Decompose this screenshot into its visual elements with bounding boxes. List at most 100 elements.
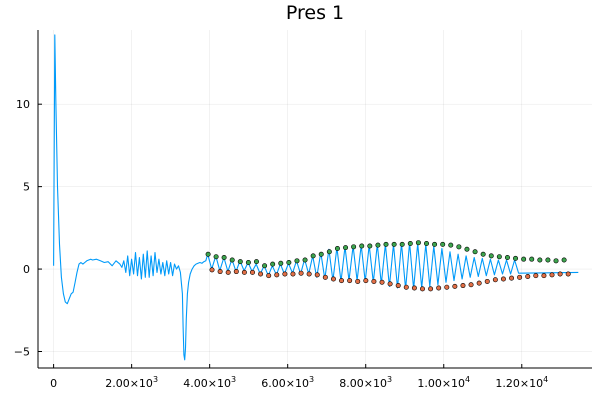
peak-marker <box>253 259 259 265</box>
y-ticks: −5 0 5 10 <box>14 98 42 359</box>
x-tick-label: 0 <box>50 377 57 390</box>
trough-marker <box>371 278 377 284</box>
trough-marker <box>258 271 264 277</box>
peak-marker <box>343 245 349 251</box>
peak-marker <box>326 249 332 255</box>
trough-marker <box>549 272 555 278</box>
trough-marker <box>395 283 401 289</box>
trough-marker <box>444 284 450 290</box>
trough-marker <box>241 269 247 275</box>
peak-marker <box>440 241 446 247</box>
trough-marker <box>209 267 215 273</box>
peak-marker <box>262 263 268 269</box>
trough-marker <box>452 283 458 289</box>
trough-marker <box>217 269 223 275</box>
peak-marker <box>375 242 381 248</box>
peak-marker <box>245 259 251 265</box>
trough-marker <box>314 272 320 278</box>
y-tick-label: −5 <box>14 346 30 359</box>
trough-marker <box>387 281 393 287</box>
trough-marker <box>476 280 482 286</box>
trough-marker <box>525 273 531 279</box>
trough-marker <box>306 271 312 277</box>
x-tick-label: 4.00×103 <box>183 375 236 390</box>
trough-marker <box>484 278 490 284</box>
peak-marker <box>464 246 470 252</box>
peak-marker <box>529 256 535 262</box>
trough-marker <box>298 270 304 276</box>
peak-marker <box>351 244 357 250</box>
peak-marker <box>367 243 373 249</box>
peak-marker <box>561 257 567 263</box>
trough-marker <box>274 272 280 278</box>
trough-marker <box>355 278 361 284</box>
y-tick-label: 10 <box>16 98 30 111</box>
series <box>53 34 579 361</box>
trough-marker <box>541 273 547 279</box>
trough-marker <box>266 273 272 279</box>
x-tick-label: 8.00×103 <box>339 375 392 390</box>
peak-marker <box>472 249 478 255</box>
peak-marker <box>302 257 308 263</box>
peak-marker <box>205 251 211 257</box>
series-line <box>53 34 579 361</box>
trough-marker <box>249 269 255 275</box>
trough-marker <box>500 276 506 282</box>
trough-marker <box>565 271 571 277</box>
peak-marker <box>237 259 243 265</box>
trough-marker <box>322 274 328 280</box>
peak-marker <box>504 255 510 261</box>
chart-title: Pres 1 <box>286 2 344 24</box>
peak-marker <box>229 257 235 263</box>
trough-marker <box>330 276 336 282</box>
trough-marker <box>517 274 523 280</box>
trough-marker <box>460 283 466 289</box>
x-tick-label: 1.00×104 <box>417 375 470 390</box>
peak-marker <box>424 241 430 247</box>
peak-marker <box>496 254 502 260</box>
trough-marker <box>363 278 369 284</box>
trough-marker <box>233 269 239 275</box>
trough-marker <box>436 285 442 291</box>
trough-marker <box>403 284 409 290</box>
peak-marker <box>399 241 405 247</box>
peak-marker <box>448 242 454 248</box>
trough-marker <box>419 286 425 292</box>
x-tick-label: 2.00×103 <box>105 375 158 390</box>
peak-marker <box>456 244 462 250</box>
peak-marker <box>553 258 559 264</box>
peak-marker <box>513 255 519 261</box>
peak-marker <box>488 253 494 259</box>
grid <box>38 30 592 368</box>
trough-marker <box>282 271 288 277</box>
peak-marker <box>480 251 486 257</box>
trough-marker <box>557 271 563 277</box>
peak-marker <box>221 255 227 261</box>
peak-marker <box>391 241 397 247</box>
peak-marker <box>359 243 365 249</box>
axes <box>37 30 592 369</box>
peak-marker <box>213 254 219 260</box>
trough-marker <box>533 273 539 279</box>
peak-marker <box>270 261 276 267</box>
peak-marker <box>432 241 438 247</box>
trough-marker <box>347 278 353 284</box>
peak-marker <box>294 258 300 264</box>
peak-marker <box>310 253 316 259</box>
x-ticks: 0 2.00×103 4.00×103 6.00×103 8.00×103 1.00×10… <box>50 364 548 390</box>
peak-marker <box>318 251 324 257</box>
trough-marker <box>225 269 231 275</box>
trough-marker <box>290 271 296 277</box>
markers <box>205 240 571 292</box>
peak-marker <box>286 259 292 265</box>
peak-marker <box>383 241 389 247</box>
peak-marker <box>278 260 284 266</box>
trough-marker <box>428 286 434 292</box>
peak-marker <box>545 257 551 263</box>
trough-marker <box>509 275 515 281</box>
peak-marker <box>537 257 543 263</box>
y-tick-label: 0 <box>23 263 30 276</box>
trough-marker <box>411 285 417 291</box>
peak-marker <box>521 256 527 262</box>
